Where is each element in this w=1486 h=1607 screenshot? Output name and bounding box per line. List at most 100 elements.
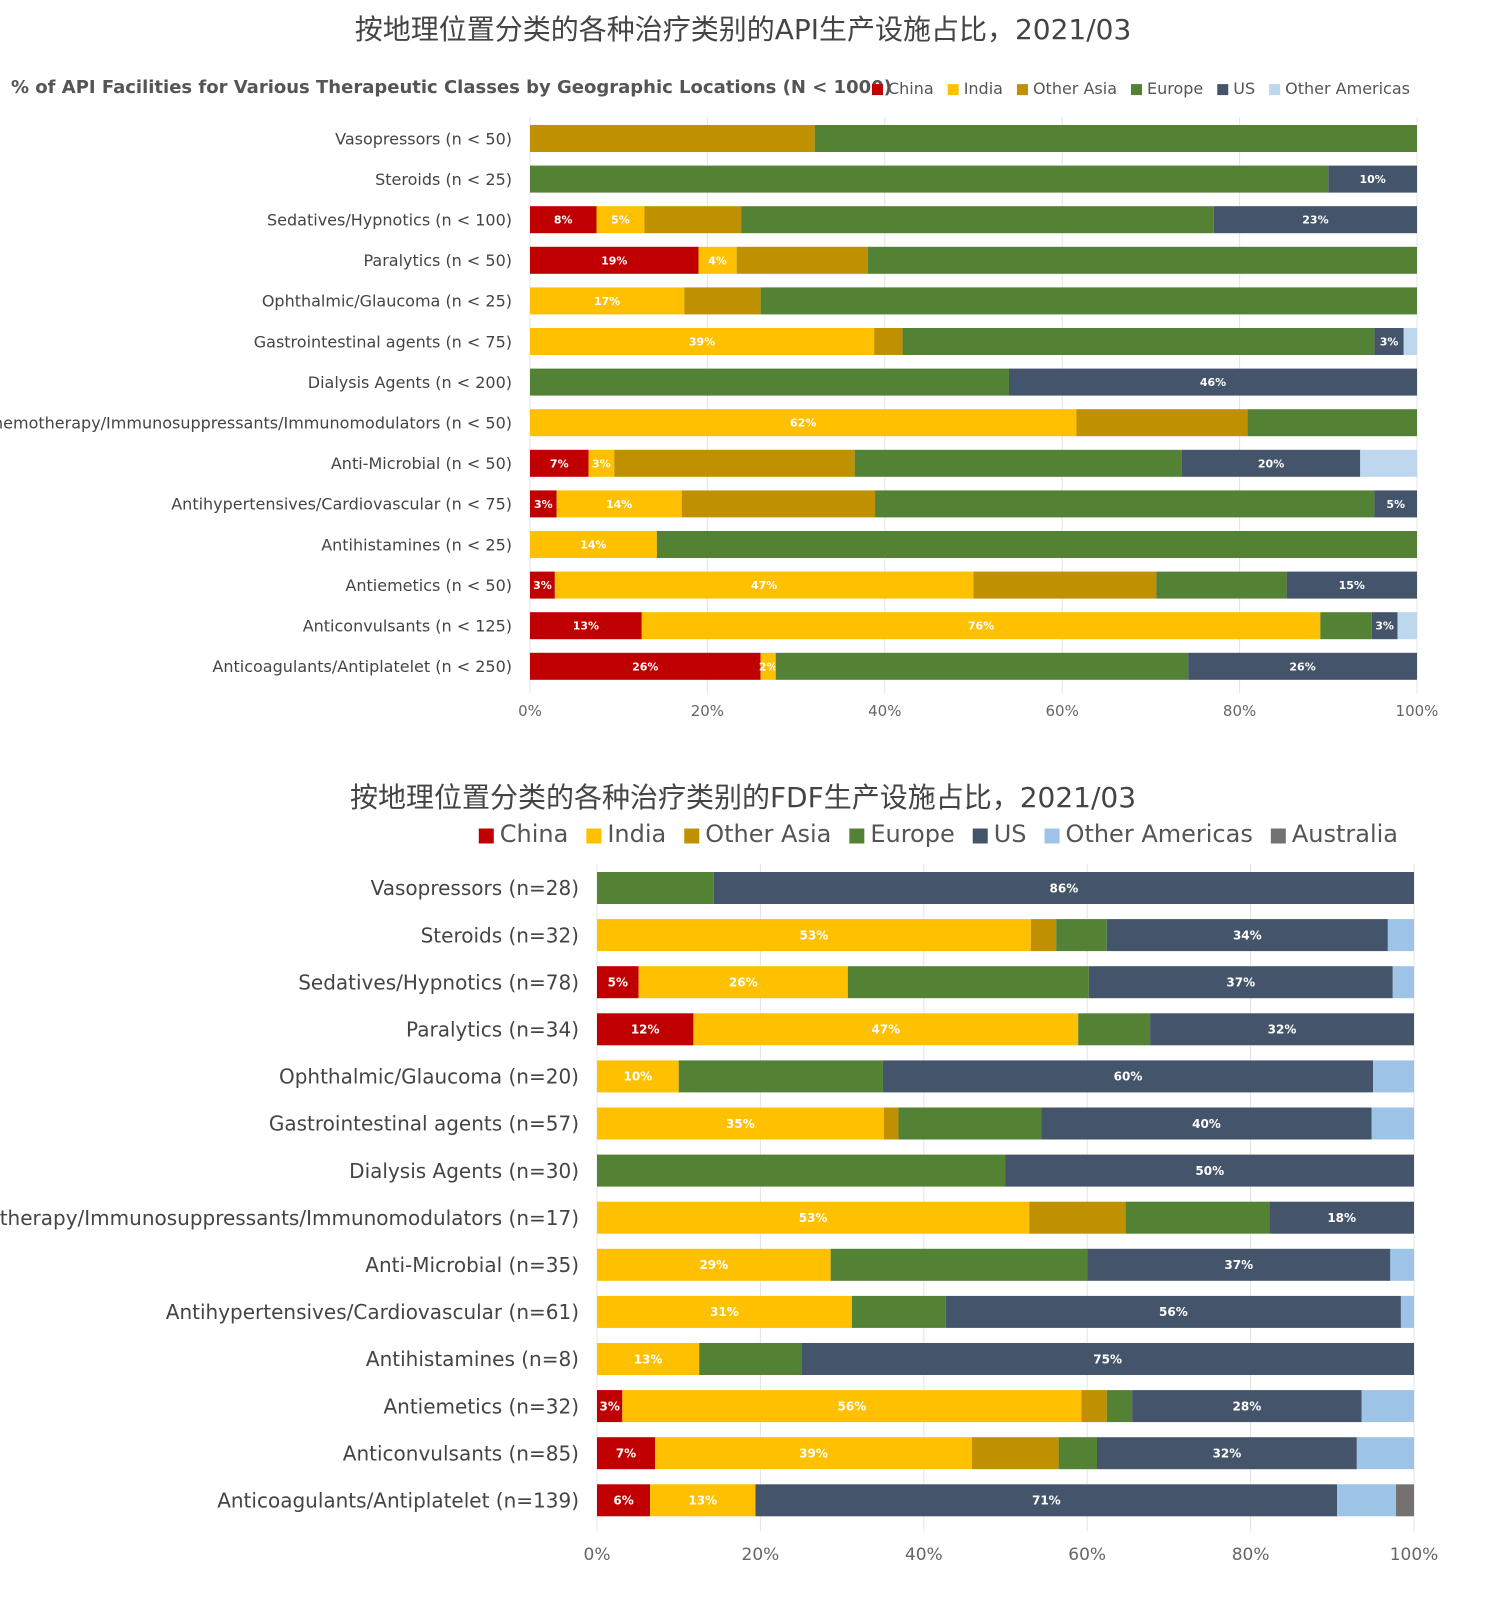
fdf-bar-europe [1106,1390,1133,1423]
api-bar-label: 39% [689,335,715,348]
fdf-bar-label: 13% [634,1352,663,1366]
fdf-bar-australia [1396,1484,1414,1517]
api-legend-label-china: China [888,79,934,98]
api-legend-label-india: India [964,79,1003,98]
fdf-bar-china [597,1013,694,1046]
fdf-bar-us [1150,1013,1414,1046]
api-category-label: Vasopressors (n < 50) [335,129,512,148]
fdf-bar-india [597,1060,679,1093]
fdf-bar-label: 71% [1032,1494,1061,1508]
fdf-bar-china [597,966,639,999]
fdf-bar-label: 34% [1233,928,1262,942]
api-bar-label: 5% [1386,498,1405,511]
api-bar-other-asia [874,328,903,355]
api-bar-label: 15% [1339,579,1365,592]
api-chart-title: 按地理位置分类的各种治疗类别的API生产设施占比，2021/03 [354,13,1132,46]
fdf-bar-us [1041,1107,1372,1140]
fdf-bar-label: 29% [699,1258,728,1272]
api-bar-europe [814,125,1417,152]
fdf-legend-label-europe: Europe [870,820,954,848]
api-bar-us [1374,328,1404,355]
api-bar-other-asia [614,449,855,477]
fdf-legend-swatch-india [586,828,602,844]
fdf-legend: China India Other Asia Europe US Other Americ… [478,820,1398,848]
fdf-bar-label: 7% [616,1447,636,1461]
fdf-legend-swatch-europe [849,828,865,844]
api-bar-other-asia [530,125,815,152]
api-bar-china [530,206,597,234]
fdf-bar-label: 37% [1224,1258,1253,1272]
fdf-category-labels: Vasopressors (n=28) Steroids (n=32) Sedati… [0,876,579,1512]
fdf-bar-india [693,1013,1079,1046]
api-legend-swatch-india [947,84,959,96]
api-category-label: Paralytics (n < 50) [363,251,512,270]
api-category-label: Ophthalmic/Glaucoma (n < 25) [262,292,512,311]
fdf-bar-europe [898,1107,1042,1140]
fdf-category-label: Antiemetics (n=32) [383,1394,579,1418]
fdf-category-label: Anticonvulsants (n=85) [343,1441,579,1465]
api-legend-label-other-americas: Other Americas [1285,79,1410,98]
api-legend-label-us: US [1233,79,1255,98]
api-bar-us [1188,652,1417,680]
fdf-bar-label: 39% [799,1447,828,1461]
fdf-category-label: Gastrointestinal agents (n=57) [269,1112,579,1136]
api-bar-europe [760,287,1417,315]
api-category-label: Anticonvulsants (n < 125) [303,616,512,635]
api-bar-india [641,612,1321,640]
fdf-bar-other-americas [1387,919,1414,952]
api-bar-label: 5% [611,214,630,227]
api-bar-label: 26% [1289,660,1315,673]
fdf-gridlines [596,864,1415,1532]
api-x-tick-label: 60% [1046,702,1079,720]
api-bar-label: 3% [534,498,553,511]
api-legend-swatch-china [871,84,883,96]
fdf-bar-label: 53% [800,928,829,942]
api-bar-us [1374,490,1417,518]
fdf-bar-label: 6% [613,1494,633,1508]
api-legend-swatch-other-americas [1269,84,1281,96]
fdf-bar-label: 53% [799,1211,828,1225]
api-bar-europe [1320,612,1372,640]
api-category-label: Antihistamines (n < 25) [321,535,512,554]
api-chart: % of API Facilities for Various Therapeu… [0,77,1438,720]
api-bar-europe [854,449,1182,477]
fdf-bar-europe [597,1154,1006,1187]
fdf-x-tick-label: 20% [742,1545,780,1565]
api-bar-india [554,571,974,599]
fdf-category-label: Sedatives/Hypnotics (n=78) [298,970,579,994]
api-bar-india [588,449,615,477]
fdf-bar-other-americas [1361,1390,1414,1423]
api-bar-europe [775,652,1189,680]
api-bar-label: 3% [1380,335,1399,348]
fdf-bar-us [882,1060,1374,1093]
fdf-bar-label: 12% [631,1023,660,1037]
api-bar-europe [741,206,1214,234]
fdf-bar-us [945,1295,1401,1328]
fdf-bar-label: 18% [1327,1211,1356,1225]
api-legend-label-europe: Europe [1147,79,1203,98]
fdf-bar-label: 35% [726,1117,755,1131]
fdf-x-tick-label: 40% [905,1545,943,1565]
fdf-bar-us [755,1484,1338,1517]
fdf-bar-other-asia [1081,1390,1107,1423]
api-category-label: Antihypertensives/Cardiovascular (n < 75… [171,495,512,514]
fdf-bar-europe [597,872,714,904]
api-legend-swatch-europe [1131,84,1142,96]
fdf-bars: 86% 53% 34% 5% 26% 37% 12% 47% 32% 10% 60% 35% 40% 50… [597,872,1414,1517]
api-bar-india [556,490,682,518]
api-x-tick-label: 0% [518,702,542,720]
fdf-legend-swatch-other-americas [1044,828,1060,844]
fdf-bar-label: 56% [1159,1305,1188,1319]
fdf-bar-india [597,1201,1030,1234]
api-x-tick-label: 40% [868,702,901,720]
api-category-label: Sedatives/Hypnotics (n < 100) [267,210,512,229]
api-bar-label: 62% [790,417,816,430]
fdf-bar-other-asia [1030,919,1057,952]
api-bar-europe [656,531,1417,558]
fdf-bar-label: 50% [1195,1164,1224,1178]
api-category-label: Dialysis Agents (n < 200) [308,373,512,392]
fdf-x-tick-label: 60% [1068,1545,1106,1565]
fdf-category-label: Dialysis Agents (n=30) [349,1159,579,1183]
api-x-axis-ticks: 0% 20% 40% 60% 80% 100% [518,702,1438,720]
